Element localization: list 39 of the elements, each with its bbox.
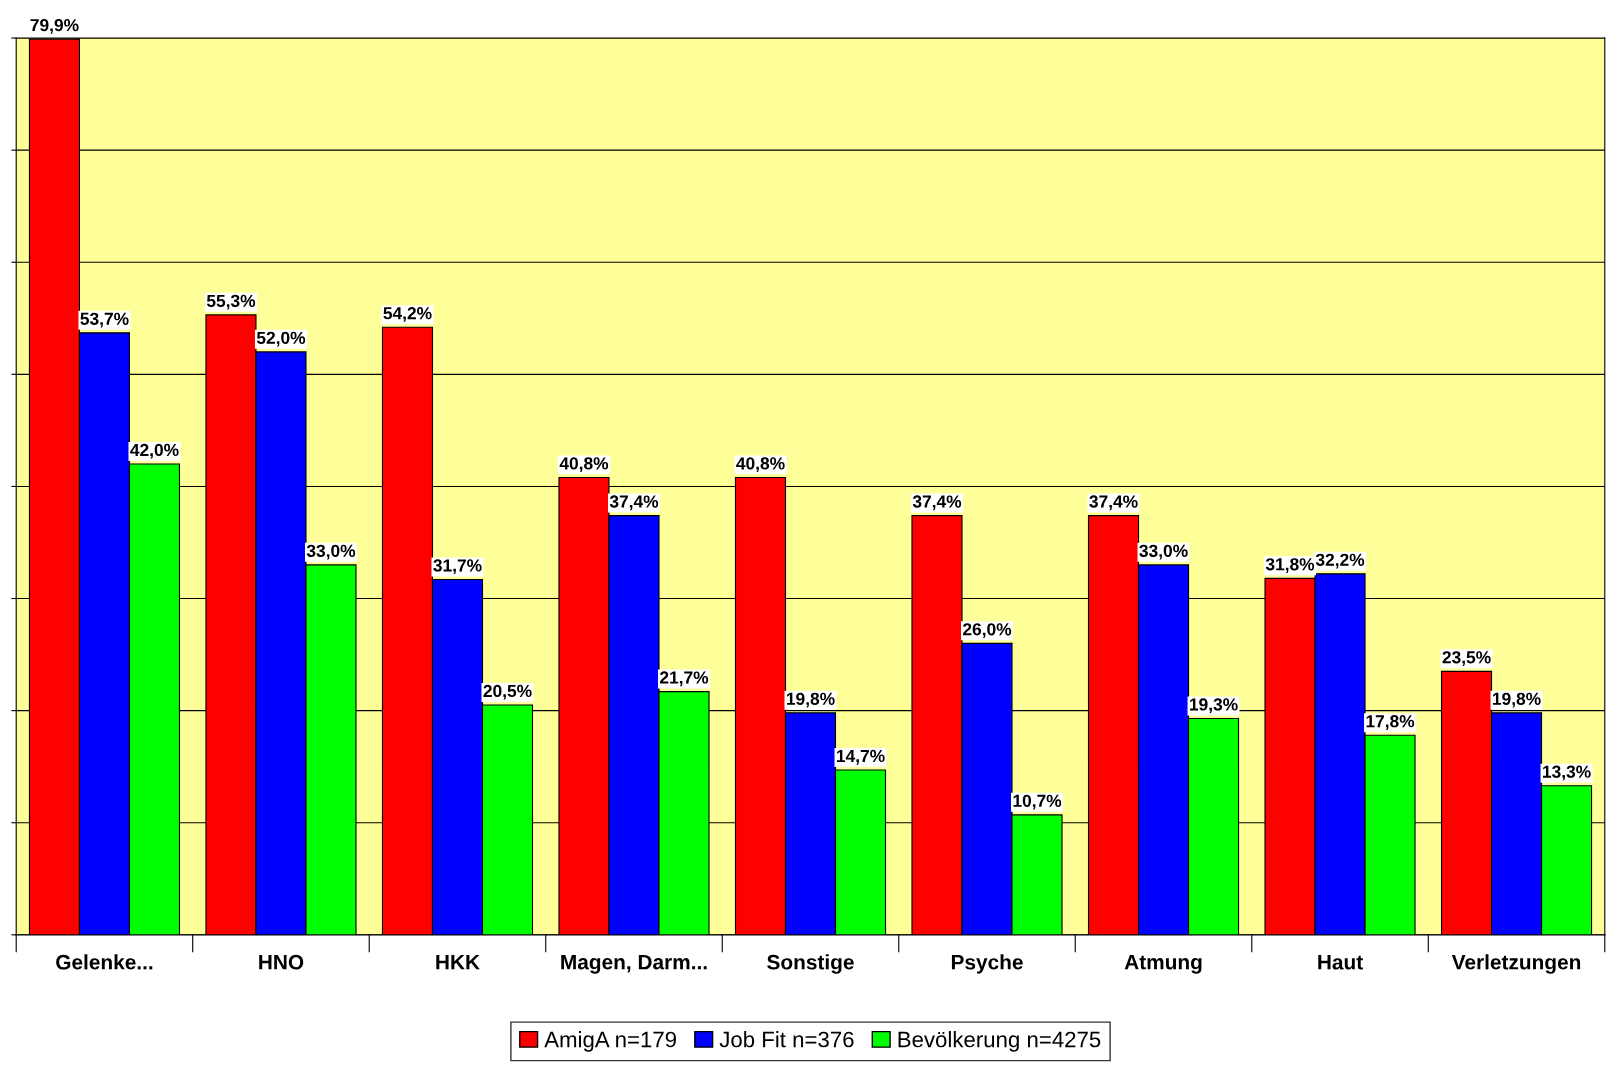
data-label: 79,9% <box>30 18 79 34</box>
data-label: 37,4% <box>912 495 962 511</box>
x-tick-label: HKK <box>436 955 480 970</box>
x-tick-label: Atmung <box>1124 954 1202 974</box>
data-label: 31,7% <box>433 559 482 575</box>
data-label: 42,0% <box>130 443 179 459</box>
data-label: 10,7% <box>1013 794 1062 810</box>
data-label: 17,8% <box>1366 715 1415 730</box>
data-label: 37,4% <box>609 495 659 511</box>
data-label: 52,0% <box>256 331 306 347</box>
data-label: 53,7% <box>80 312 129 328</box>
data-label: 13,3% <box>1543 765 1591 781</box>
x-tick-label: Verletzungen <box>1451 954 1581 974</box>
data-label: 33,0% <box>306 544 356 560</box>
x-tick-label: Gelenke... <box>56 954 153 970</box>
data-label: 55,3% <box>206 294 256 310</box>
x-tick-label: Magen, Darm... <box>561 954 707 974</box>
data-label: 54,2% <box>383 307 432 322</box>
data-label: 19,8% <box>786 692 835 708</box>
data-label: 26,0% <box>963 623 1012 638</box>
data-label: 21,7% <box>659 671 709 687</box>
legend-label: Job Fit n=376 <box>719 1031 854 1048</box>
data-label: 33,0% <box>1139 544 1188 560</box>
data-label: 32,2% <box>1315 553 1365 569</box>
data-label: 14,7% <box>836 749 885 765</box>
data-label: 19,8% <box>1493 692 1541 708</box>
data-label: 19,3% <box>1190 698 1238 714</box>
data-label: 37,4% <box>1089 495 1138 511</box>
data-label: 40,8% <box>559 457 609 473</box>
data-label: 20,5% <box>483 684 532 700</box>
x-tick-label: Sonstige <box>767 954 854 974</box>
x-tick-label: Haut <box>1318 955 1363 970</box>
data-label: 40,8% <box>736 457 785 473</box>
x-tick-label: HNO <box>259 954 304 970</box>
x-tick-label: Psyche <box>951 954 1023 974</box>
data-label: 23,5% <box>1442 651 1491 666</box>
data-label: 31,8% <box>1265 558 1315 573</box>
legend-label: Bevölkerung n=4275 <box>898 1031 1101 1052</box>
legend-label: AmigA n=179 <box>544 1031 676 1052</box>
